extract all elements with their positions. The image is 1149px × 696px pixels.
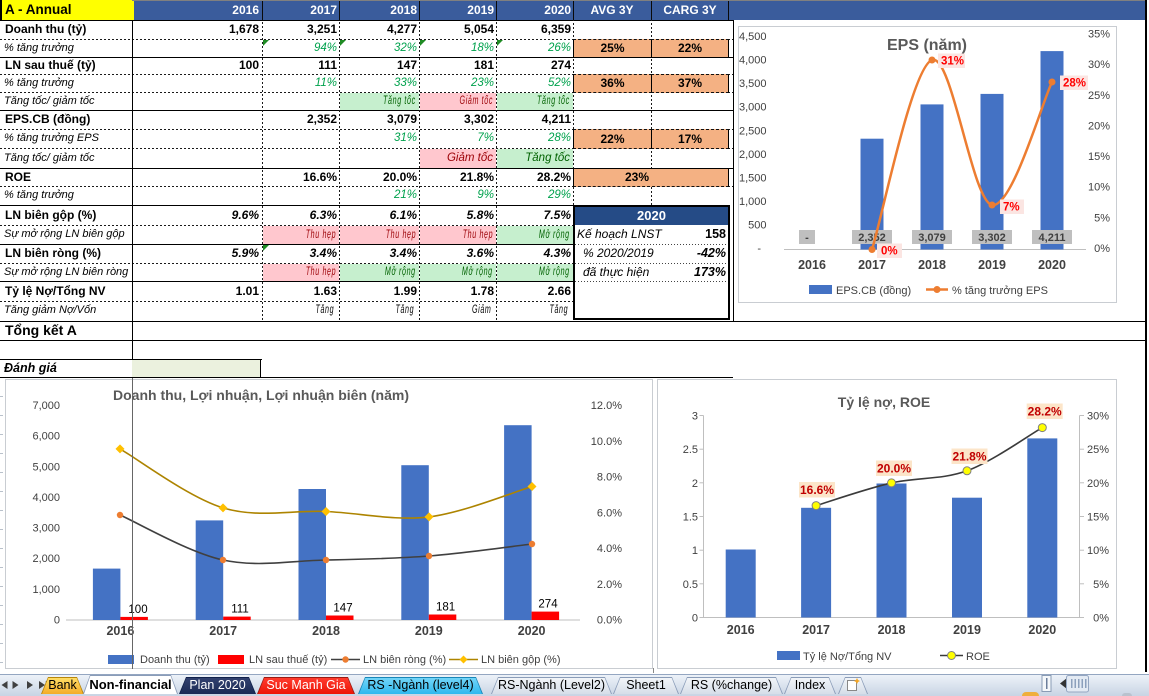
svg-text:EPS.CB (đồng): EPS.CB (đồng)	[836, 285, 911, 297]
svg-text:1.5: 1.5	[683, 512, 698, 524]
svg-text:2017: 2017	[209, 624, 237, 638]
svg-text:LN biên ròng (%): LN biên ròng (%)	[363, 654, 446, 666]
svg-text:LN sau thuế (tỷ): LN sau thuế (tỷ)	[249, 654, 327, 666]
svg-text:35%: 35%	[1088, 29, 1110, 41]
svg-text:1,000: 1,000	[32, 584, 60, 596]
svg-text:4,000: 4,000	[32, 492, 60, 504]
svg-text:3,000: 3,000	[32, 523, 60, 535]
svg-text:31%: 31%	[941, 56, 964, 68]
svg-text:3,500: 3,500	[739, 78, 767, 90]
svg-text:274: 274	[538, 599, 558, 611]
svg-text:4.0%: 4.0%	[597, 543, 622, 555]
svg-text:ROE: ROE	[966, 651, 990, 663]
svg-text:0.5: 0.5	[683, 579, 698, 591]
svg-text:2,500: 2,500	[739, 125, 767, 137]
svg-text:0.0%: 0.0%	[597, 615, 622, 627]
svg-text:20%: 20%	[1087, 478, 1109, 490]
svg-text:2,000: 2,000	[739, 149, 767, 161]
svg-text:Tỷ lệ Nợ/Tổng NV: Tỷ lệ Nợ/Tổng NV	[803, 651, 892, 663]
svg-text:10.0%: 10.0%	[591, 436, 622, 448]
svg-text:3,302: 3,302	[978, 232, 1006, 244]
svg-text:111: 111	[231, 604, 248, 616]
svg-text:2018: 2018	[878, 623, 906, 637]
svg-text:30%: 30%	[1087, 411, 1109, 423]
svg-text:15%: 15%	[1087, 512, 1109, 524]
svg-text:7%: 7%	[1003, 202, 1020, 214]
svg-text:2020: 2020	[1038, 258, 1066, 272]
svg-text:4,211: 4,211	[1039, 232, 1066, 244]
svg-text:2019: 2019	[953, 623, 981, 637]
svg-text:147: 147	[333, 603, 352, 615]
svg-text:2016: 2016	[798, 258, 826, 272]
svg-text:5%: 5%	[1093, 579, 1109, 591]
svg-text:% tăng trưởng EPS: % tăng trưởng EPS	[952, 285, 1048, 297]
svg-text:2018: 2018	[918, 258, 946, 272]
svg-text:20.0%: 20.0%	[877, 462, 911, 476]
svg-text:6.0%: 6.0%	[597, 507, 622, 519]
svg-text:Tỷ lệ nợ, ROE: Tỷ lệ nợ, ROE	[838, 394, 930, 410]
svg-text:181: 181	[436, 602, 455, 614]
svg-text:10%: 10%	[1088, 182, 1110, 194]
svg-text:0%: 0%	[881, 246, 898, 258]
svg-text:100: 100	[128, 604, 147, 616]
svg-text:2016: 2016	[106, 624, 134, 638]
svg-text:15%: 15%	[1088, 151, 1110, 163]
svg-text:3,079: 3,079	[918, 232, 946, 244]
svg-text:1: 1	[692, 545, 698, 557]
svg-text:3: 3	[692, 411, 698, 423]
svg-text:12.0%: 12.0%	[591, 400, 622, 412]
svg-text:0%: 0%	[1093, 613, 1109, 625]
svg-text:16.6%: 16.6%	[800, 483, 834, 497]
svg-text:5%: 5%	[1094, 212, 1110, 224]
svg-text:2016: 2016	[727, 623, 755, 637]
svg-text:2017: 2017	[858, 258, 886, 272]
svg-text:Doanh thu, Lợi nhuận, Lợi nhuậ: Doanh thu, Lợi nhuận, Lợi nhuận biên (nă…	[113, 387, 409, 403]
svg-text:0: 0	[54, 615, 60, 627]
svg-text:EPS (năm): EPS (năm)	[887, 37, 967, 54]
svg-text:4,000: 4,000	[739, 55, 767, 67]
svg-text:500: 500	[748, 220, 766, 232]
svg-text:2019: 2019	[978, 258, 1006, 272]
svg-text:30%: 30%	[1088, 59, 1110, 71]
svg-text:-: -	[805, 232, 809, 244]
svg-text:28.2%: 28.2%	[1028, 405, 1062, 419]
svg-text:8.0%: 8.0%	[597, 472, 622, 484]
svg-text:3,000: 3,000	[739, 102, 767, 114]
svg-text:2020: 2020	[1028, 623, 1056, 637]
svg-text:2019: 2019	[415, 624, 443, 638]
svg-text:0: 0	[692, 613, 698, 625]
svg-text:2.5: 2.5	[683, 444, 698, 456]
svg-text:LN biên gộp (%): LN biên gộp (%)	[481, 654, 561, 666]
svg-text:2,352: 2,352	[858, 232, 886, 244]
svg-text:0%: 0%	[1094, 243, 1110, 255]
svg-text:2018: 2018	[312, 624, 340, 638]
svg-text:5,000: 5,000	[32, 461, 60, 473]
svg-text:1,000: 1,000	[739, 196, 767, 208]
svg-text:25%: 25%	[1088, 90, 1110, 102]
svg-text:6,000: 6,000	[32, 431, 60, 443]
svg-text:2017: 2017	[802, 623, 830, 637]
svg-text:21.8%: 21.8%	[952, 450, 986, 464]
svg-text:4,500: 4,500	[739, 31, 767, 43]
svg-text:25%: 25%	[1087, 444, 1109, 456]
svg-text:10%: 10%	[1087, 545, 1109, 557]
svg-text:28%: 28%	[1063, 78, 1086, 90]
svg-text:7,000: 7,000	[32, 400, 60, 412]
svg-text:Doanh thu (tỷ): Doanh thu (tỷ)	[140, 654, 210, 666]
svg-text:2.0%: 2.0%	[597, 579, 622, 591]
svg-text:1,500: 1,500	[739, 172, 767, 184]
svg-text:2,000: 2,000	[32, 553, 60, 565]
svg-text:20%: 20%	[1088, 120, 1110, 132]
svg-text:2020: 2020	[518, 624, 546, 638]
svg-text:-: -	[757, 243, 761, 255]
svg-text:2: 2	[692, 478, 698, 490]
